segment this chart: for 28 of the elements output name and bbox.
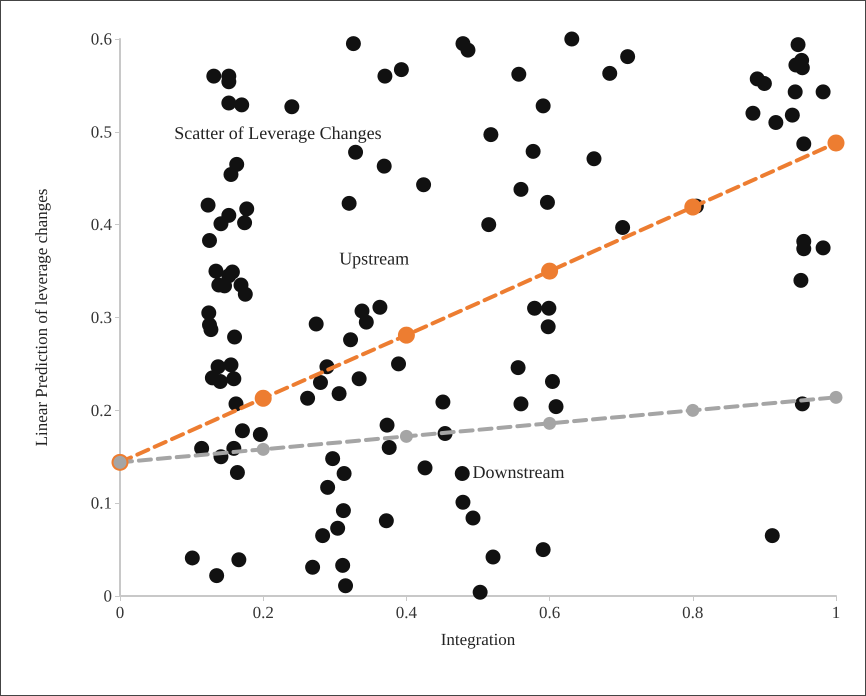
- x-tick-label: 1: [832, 603, 840, 622]
- point: [398, 326, 415, 344]
- y-tick-label: 0.1: [90, 494, 112, 513]
- x-tick-label: 0: [116, 603, 124, 622]
- point: [684, 198, 702, 216]
- x-tick-label: 0.2: [252, 603, 274, 622]
- y-tick-label: 0.2: [90, 400, 112, 420]
- x-tick-label: 0.6: [538, 603, 560, 622]
- point: [830, 390, 842, 404]
- y-tick-label: 0.3: [90, 308, 112, 327]
- y-tick-label: 0: [104, 586, 112, 606]
- y-axis-title: Linear Prediction of leverage changes: [32, 188, 51, 446]
- annotation: Upstream: [339, 248, 410, 269]
- x-tick-label: 0.4: [396, 603, 418, 622]
- point: [543, 416, 556, 430]
- y-tick-label: 0.5: [90, 122, 112, 142]
- x-axis-title: Integration: [440, 630, 516, 649]
- x-tick-label: 0.8: [682, 603, 704, 622]
- point: [541, 262, 558, 280]
- annotation: Scatter of Leverage Changes: [174, 122, 382, 143]
- y-tick-label: 0.6: [90, 30, 112, 48]
- point: [254, 390, 272, 407]
- point: [256, 442, 270, 456]
- point: [686, 404, 700, 417]
- annotation: Downstream: [472, 462, 564, 482]
- point: [828, 134, 844, 152]
- point: [400, 430, 413, 443]
- y-tick-label: 0.4: [90, 215, 112, 234]
